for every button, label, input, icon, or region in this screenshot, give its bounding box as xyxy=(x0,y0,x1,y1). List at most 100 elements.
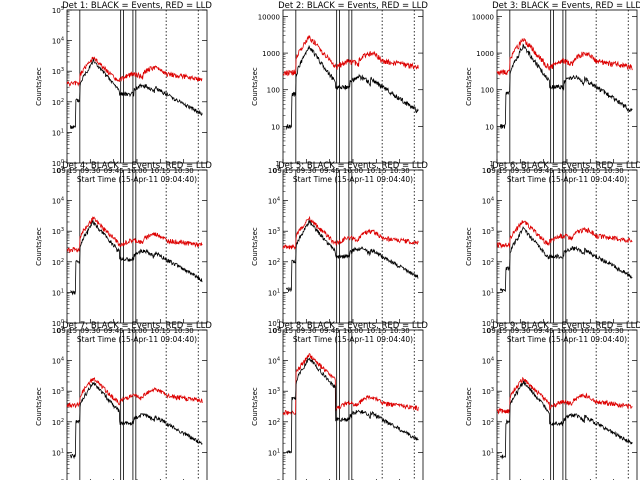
x-tick-label: 10:00 xyxy=(127,327,147,335)
plot-frame xyxy=(66,9,208,164)
x-tick-label: 10:15 xyxy=(150,167,170,175)
y-axis-label: Counts/sec xyxy=(35,227,43,266)
y-tick-label: 104 xyxy=(52,197,64,206)
x-tick-label: 10:00 xyxy=(343,327,363,335)
events-series-line xyxy=(499,380,633,460)
events-series-line xyxy=(69,58,203,129)
y-axis-label: Counts/sec xyxy=(465,227,473,266)
y-tick-label: 102 xyxy=(482,418,494,427)
x-axis-label: Start Time (15-Apr-11 09:04:40) xyxy=(77,335,197,344)
panel-1: Det 1: BLACK = Events, RED = LLD 100 101 10… xyxy=(35,1,212,184)
events-series-line xyxy=(69,382,203,460)
y-tick-label: 100 xyxy=(268,319,280,328)
panel-title: Det 6: BLACK = Events, RED = LLD xyxy=(492,161,640,171)
y-tick-label: 104 xyxy=(482,197,494,206)
y-axis-label: Counts/sec xyxy=(251,67,259,106)
lld-series-line xyxy=(66,56,203,87)
x-tick-label: 09:30 xyxy=(510,327,530,335)
y-tick-label: 103 xyxy=(482,227,494,236)
events-series-line xyxy=(286,357,419,454)
x-tick-label: 09:45 xyxy=(320,327,340,335)
x-axis-label: Start Time (15-Apr-11 09:04:40) xyxy=(293,335,413,344)
y-tick-label: 104 xyxy=(52,37,64,46)
plot-frame xyxy=(66,329,208,480)
y-tick-label: 1000 xyxy=(476,50,494,58)
x-tick-label: 10:00 xyxy=(127,167,147,175)
panel-title: Det 5: BLACK = Events, RED = LLD xyxy=(278,161,428,171)
y-tick-label: 103 xyxy=(268,387,280,396)
x-tick-label: 09:30 xyxy=(80,327,100,335)
plot-frame xyxy=(282,169,424,324)
y-tick-label: 102 xyxy=(268,418,280,427)
x-tick-label: 09:30 xyxy=(296,327,316,335)
lld-series-line xyxy=(66,216,203,254)
x-tick-label: 09:45 xyxy=(534,167,554,175)
lld-series-line xyxy=(282,215,419,250)
y-tick-label: 1 xyxy=(276,160,280,168)
y-tick-label: 101 xyxy=(52,288,64,297)
x-axis-label: Start Time (15-Apr-11 09:04:40) xyxy=(77,175,197,184)
panel-title: Det 8: BLACK = Events, RED = LLD xyxy=(278,321,428,331)
x-tick-label: 10:15 xyxy=(366,167,386,175)
y-tick-label: 101 xyxy=(482,448,494,457)
x-tick-label: 09:45 xyxy=(320,167,340,175)
x-tick-label: 10:15 xyxy=(366,327,386,335)
events-series-line xyxy=(285,219,419,293)
y-tick-label: 101 xyxy=(268,288,280,297)
panel-title: Det 3: BLACK = Events, RED = LLD xyxy=(492,1,640,11)
y-tick-label: 101 xyxy=(52,448,64,457)
x-axis-label: Start Time (15-Apr-11 09:04:40) xyxy=(293,175,413,184)
y-tick-label: 105 xyxy=(268,326,280,335)
plot-frame xyxy=(66,169,208,324)
lld-series-line xyxy=(282,35,419,77)
plot-frame xyxy=(496,169,638,324)
x-tick-label: 10:30 xyxy=(390,167,410,175)
y-axis-label: Counts/sec xyxy=(465,67,473,106)
x-tick-label: 10:30 xyxy=(174,167,194,175)
y-axis-label: Counts/sec xyxy=(251,227,259,266)
y-tick-label: 102 xyxy=(52,418,64,427)
x-tick-label: 10:30 xyxy=(174,327,194,335)
y-tick-label: 102 xyxy=(268,258,280,267)
y-tick-label: 105 xyxy=(52,6,64,15)
y-tick-label: 101 xyxy=(268,448,280,457)
y-tick-label: 101 xyxy=(482,288,494,297)
panel-title: Det 1: BLACK = Events, RED = LLD xyxy=(62,1,212,11)
plot-frame xyxy=(496,9,638,164)
x-tick-label: 09:45 xyxy=(104,167,124,175)
plot-frame xyxy=(282,9,424,164)
panel-2: Det 2: BLACK = Events, RED = LLD 1 10 100 10… xyxy=(251,1,428,184)
y-tick-label: 105 xyxy=(52,326,64,335)
panel-3: Det 3: BLACK = Events, RED = LLD 1 10 100 10… xyxy=(465,1,640,184)
events-series-line xyxy=(70,220,203,296)
x-axis-label: Start Time (15-Apr-11 09:04:40) xyxy=(507,335,627,344)
y-tick-label: 105 xyxy=(52,166,64,175)
x-tick-label: 10:15 xyxy=(580,327,600,335)
x-tick-label: 10:00 xyxy=(557,327,577,335)
x-tick-label: 10:15 xyxy=(580,167,600,175)
lld-series-line xyxy=(496,37,633,76)
y-tick-label: 104 xyxy=(268,357,280,366)
y-tick-label: 104 xyxy=(268,197,280,206)
y-tick-label: 104 xyxy=(482,357,494,366)
plot-frame xyxy=(496,329,638,480)
y-axis-label: Counts/sec xyxy=(251,387,259,426)
y-tick-label: 103 xyxy=(268,227,280,236)
y-tick-label: 101 xyxy=(52,128,64,137)
y-tick-label: 100 xyxy=(481,87,494,95)
y-tick-label: 105 xyxy=(482,326,494,335)
x-axis-label: Start Time (15-Apr-11 09:04:40) xyxy=(507,175,627,184)
x-tick-label: 10:30 xyxy=(604,167,624,175)
y-axis-label: Counts/sec xyxy=(35,387,43,426)
y-tick-label: 102 xyxy=(52,98,64,107)
x-tick-label: 09:30 xyxy=(80,167,100,175)
y-tick-label: 103 xyxy=(52,227,64,236)
panel-title: Det 4: BLACK = Events, RED = LLD xyxy=(62,161,212,171)
x-tick-label: 09:45 xyxy=(104,327,124,335)
panel-5: Det 5: BLACK = Events, RED = LLD10010110… xyxy=(251,161,428,344)
y-tick-label: 103 xyxy=(52,387,64,396)
